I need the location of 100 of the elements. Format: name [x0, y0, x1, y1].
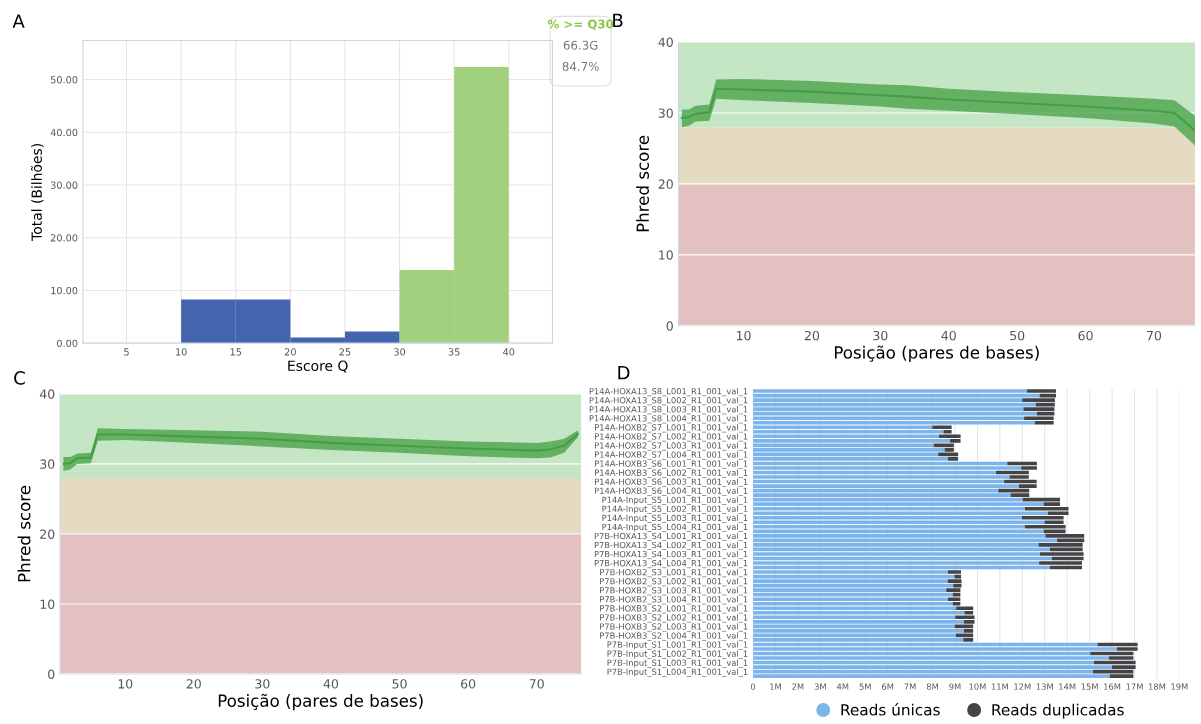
x-tick-label: 17M	[1126, 683, 1143, 690]
y-tick-label: P7B-HOXA13_S4_L001_R1_001_val_1	[594, 532, 748, 541]
bar	[956, 606, 974, 611]
bar	[753, 475, 1010, 479]
y-tick-label: P14A-HOXA13_S8_L004_R1_001_val_1	[589, 415, 748, 424]
y-tick-label: P14A-Input_S5_L004_R1_001_val_1	[602, 523, 748, 532]
y-tick-label: P14A-HOXB3_S6_L001_R1_001_val_1	[595, 460, 748, 469]
y-tick-label: 50.00	[50, 76, 78, 84]
bar	[753, 601, 953, 606]
x-tick-label: 2M	[792, 683, 804, 690]
y-tick-label: 30	[40, 459, 55, 469]
y-tick-label: P14A-HOXB2_S7_L002_R1_001_val_1	[595, 433, 748, 442]
bar	[1025, 524, 1066, 529]
x-tick-label: 35	[448, 348, 460, 356]
y-tick-label: 30.00	[50, 181, 78, 189]
bar	[1022, 398, 1055, 402]
bar	[932, 425, 952, 430]
y-tick-label: P7B-HOXA13_S4_L002_R1_001_val_1	[594, 541, 748, 551]
y-tick-label: P14A-Input_S5_L001_R1_001_val_1	[602, 496, 748, 505]
bar	[753, 520, 1045, 525]
y-tick-label: P14A-HOXB2_S7_L004_R1_001_val_1	[595, 451, 748, 460]
x-tick-label: 20	[804, 330, 820, 341]
x-tick-label: 15M	[1081, 683, 1098, 690]
x-tick-label: 30	[255, 679, 270, 689]
y-tick-label: 20.00	[50, 234, 78, 242]
bar	[753, 629, 964, 633]
y-tick-label: P14A-HOXB3_S6_L003_R1_001_val_1	[595, 478, 748, 487]
y-axis-title: Phred score	[636, 135, 650, 232]
bar	[753, 610, 965, 615]
bar	[753, 511, 1048, 516]
y-tick-label: P7B-HOXA13_S4_L004_R1_001_val_1	[594, 559, 748, 569]
bar	[947, 579, 962, 583]
bar	[753, 429, 944, 434]
x-tick-label: 4M	[836, 683, 849, 690]
y-tick-label: P7B-HOXB3_S2_L002_R1_001_val_1	[600, 614, 748, 623]
x-tick-label: 12M	[1014, 683, 1031, 690]
x-tick-label: 13M	[1036, 683, 1053, 690]
y-tick-label: P7B-Input_S1_L004_R1_001_val_1	[607, 668, 748, 677]
y-tick-label: 10.00	[51, 286, 78, 295]
x-axis-title: Posição (pares de bases)	[218, 693, 423, 711]
x-axis-title: Escore Q	[288, 360, 348, 373]
bar	[955, 615, 975, 620]
x-tick-label: 16M	[1104, 683, 1121, 690]
y-tick-label: P7B-HOXB3_S2_L001_R1_001_val_1	[600, 605, 748, 614]
x-tick-label: 5	[124, 348, 129, 356]
chart-title: B	[613, 13, 623, 27]
y-tick-label: 40	[39, 389, 55, 399]
x-tick-label: 20	[284, 348, 296, 356]
y-tick-label: P7B-HOXB3_S2_L003_R1_001_val_1	[600, 623, 748, 632]
bar	[1027, 389, 1056, 393]
y-axis-title: Phred score	[17, 485, 31, 582]
chart-title: C	[14, 371, 25, 385]
x-tick-label: 50	[1010, 330, 1025, 341]
bar	[753, 466, 1022, 470]
x-tick-label: 40	[323, 679, 339, 689]
y-tick-label: P7B-Input_S1_L003_R1_001_val_1	[607, 659, 748, 668]
bar	[939, 434, 961, 439]
text: % >= Q30	[547, 19, 614, 31]
bar	[947, 597, 961, 602]
bar	[1039, 552, 1084, 556]
y-tick-label: P14A-HOXB3_S6_L004_R1_001_val_1	[595, 487, 748, 496]
bar	[753, 656, 1109, 660]
x-tick-label: 10	[176, 348, 187, 356]
text: 84.7%	[562, 61, 599, 71]
y-tick-label: P7B-HOXB2_S3_L003_R1_001_val_1	[600, 586, 748, 596]
bar	[753, 674, 1110, 678]
y-tick-label: 0	[666, 321, 673, 331]
bar	[753, 665, 1113, 669]
y-tick-label: P14A-Input_S5_L002_R1_001_val_1	[602, 505, 748, 514]
x-tick-label: 10M	[969, 683, 986, 690]
y-tick-label: 40	[658, 37, 673, 47]
y-tick-label: 0	[48, 669, 55, 679]
legend-label: Reads únicas	[841, 703, 940, 716]
bar	[948, 570, 962, 574]
bar	[1038, 543, 1083, 547]
x-tick-label: 10	[118, 679, 133, 689]
x-tick-label: 5M	[859, 683, 871, 690]
x-tick-label: 40	[941, 330, 956, 341]
x-tick-label: 8M	[926, 683, 938, 690]
x-tick-label: 18M	[1148, 683, 1166, 690]
y-tick-label: P14A-HOXB3_S6_L002_R1_001_val_1	[595, 469, 748, 478]
x-tick-label: 30	[394, 348, 406, 356]
bar	[1023, 407, 1055, 411]
chart-title: A	[12, 14, 25, 28]
x-tick-label: 7M	[904, 683, 916, 690]
y-tick-label: P7B-HOXB2_S3_L002_R1_001_val_1	[600, 577, 748, 587]
y-tick-label: P7B-Input_S1_L002_R1_001_val_1	[607, 650, 748, 659]
x-tick-label: 3M	[814, 683, 826, 690]
bar	[1025, 506, 1069, 511]
y-tick-label: 20	[40, 529, 55, 539]
x-tick-label: 14M	[1059, 683, 1076, 690]
y-tick-label: 20	[658, 179, 673, 189]
text: 66.3G	[563, 40, 598, 50]
y-tick-label: P7B-HOXB2_S3_L004_R1_001_val_1	[600, 596, 748, 605]
x-tick-label: 20	[186, 679, 201, 689]
x-tick-label: 9M	[949, 683, 961, 690]
y-tick-label: 0.00	[57, 339, 78, 348]
x-tick-label: 60	[461, 679, 476, 689]
x-tick-label: 50	[392, 679, 407, 689]
legend-label: Reads duplicadas	[992, 703, 1124, 719]
